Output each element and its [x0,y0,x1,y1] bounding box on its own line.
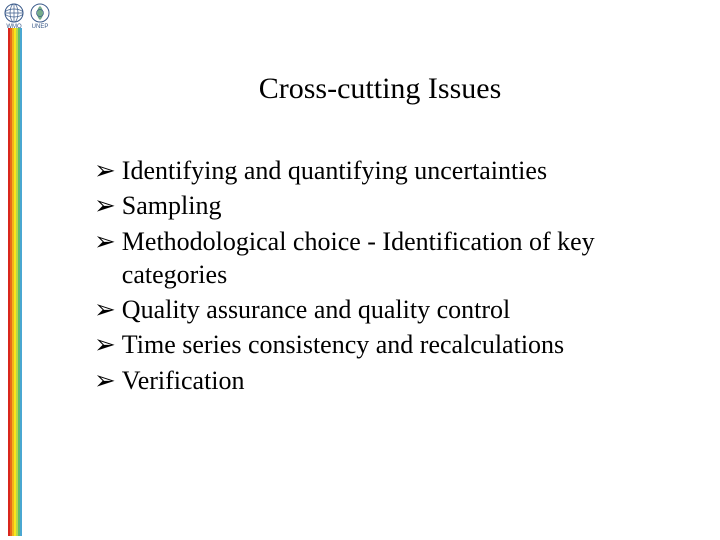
rainbow-band [20,28,22,536]
bullet-text: Methodological choice - Identification o… [122,225,654,292]
bullet-item: ➢Sampling [94,189,654,222]
bullet-text: Quality assurance and quality control [122,293,654,326]
page-title: Cross-cutting Issues [60,72,700,106]
unep-icon [29,2,51,24]
wmo-logo: WMO [3,2,25,30]
bullet-item: ➢Time series consistency and recalculati… [94,328,654,361]
rainbow-sidebar [8,28,22,536]
unep-logo-label: UNEP [32,24,49,30]
globe-icon [3,2,25,24]
bullet-text: Identifying and quantifying uncertaintie… [122,154,654,187]
bullet-arrow-icon: ➢ [94,293,116,326]
bullet-item: ➢Quality assurance and quality control [94,293,654,326]
bullet-list: ➢Identifying and quantifying uncertainti… [94,154,654,397]
bullet-text: Time series consistency and recalculatio… [122,328,654,361]
bullet-text: Verification [122,364,654,397]
logo-group: WMO UNEP [3,2,51,30]
slide-content: Cross-cutting Issues ➢Identifying and qu… [60,0,700,540]
bullet-arrow-icon: ➢ [94,364,116,397]
bullet-item: ➢Verification [94,364,654,397]
bullet-item: ➢Methodological choice - Identification … [94,225,654,292]
bullet-text: Sampling [122,189,654,222]
bullet-item: ➢Identifying and quantifying uncertainti… [94,154,654,187]
bullet-arrow-icon: ➢ [94,154,116,187]
bullet-arrow-icon: ➢ [94,328,116,361]
unep-logo: UNEP [29,2,51,30]
bullet-arrow-icon: ➢ [94,225,116,258]
bullet-arrow-icon: ➢ [94,189,116,222]
